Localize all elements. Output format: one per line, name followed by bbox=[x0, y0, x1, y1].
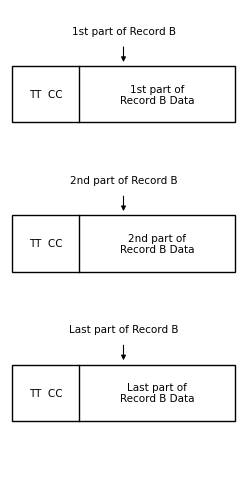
Text: 2nd part of
Record B Data: 2nd part of Record B Data bbox=[120, 233, 194, 255]
Text: TT  CC: TT CC bbox=[29, 239, 62, 249]
Bar bbox=[12, 67, 235, 123]
Text: TT  CC: TT CC bbox=[29, 90, 62, 100]
Text: 1st part of Record B: 1st part of Record B bbox=[71, 27, 176, 37]
Text: 2nd part of Record B: 2nd part of Record B bbox=[70, 176, 177, 186]
Bar bbox=[12, 216, 235, 272]
Bar bbox=[12, 365, 235, 421]
Text: Last part of Record B: Last part of Record B bbox=[69, 325, 178, 335]
Text: 1st part of
Record B Data: 1st part of Record B Data bbox=[120, 84, 194, 106]
Text: TT  CC: TT CC bbox=[29, 388, 62, 398]
Text: Last part of
Record B Data: Last part of Record B Data bbox=[120, 382, 194, 404]
